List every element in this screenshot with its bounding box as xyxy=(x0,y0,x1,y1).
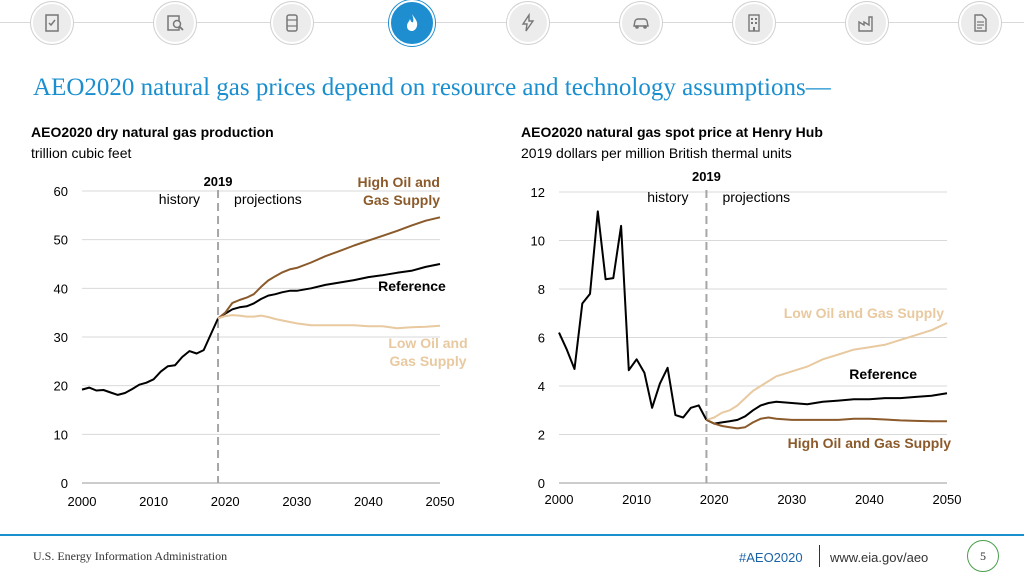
y-tick-label: 0 xyxy=(61,476,68,491)
x-tick-label: 2030 xyxy=(282,494,311,509)
factory-icon[interactable] xyxy=(846,2,888,44)
y-tick-label: 4 xyxy=(538,379,545,394)
report-icon[interactable] xyxy=(959,2,1001,44)
y-tick-label: 0 xyxy=(538,476,545,491)
x-tick-label: 2020 xyxy=(211,494,240,509)
series-line-history xyxy=(558,210,708,421)
series-line-high-oil-and-gas-supply xyxy=(217,216,441,320)
x-tick-label: 2000 xyxy=(68,494,97,509)
electricity-bolt-icon[interactable] xyxy=(507,2,549,44)
footer-agency: U.S. Energy Information Administration xyxy=(33,549,228,563)
y-tick-label: 12 xyxy=(531,185,545,200)
y-tick-label: 60 xyxy=(54,184,68,199)
footer-website-link[interactable]: www.eia.gov/aeo xyxy=(830,550,929,565)
divider-year-label: 2019 xyxy=(692,169,721,184)
projections-label: projections xyxy=(722,189,790,205)
history-label: history xyxy=(159,191,200,207)
x-tick-label: 2000 xyxy=(545,492,574,507)
natural-gas-flame-icon[interactable] xyxy=(389,0,435,46)
series-line-reference xyxy=(705,392,948,425)
y-tick-label: 8 xyxy=(538,282,545,297)
left-chart-title: AEO2020 dry natural gas production xyxy=(31,124,274,140)
series-label-low: Low Oil and xyxy=(388,335,467,351)
page-number: 5 xyxy=(967,540,999,572)
y-tick-label: 10 xyxy=(54,427,68,442)
series-label-high: High Oil and Gas Supply xyxy=(788,435,952,451)
series-label-low: Gas Supply xyxy=(389,353,466,369)
x-tick-label: 2050 xyxy=(426,494,455,509)
series-line-reference xyxy=(217,263,441,320)
y-tick-label: 6 xyxy=(538,331,545,346)
series-line-low-oil-and-gas-supply xyxy=(217,314,441,330)
y-tick-label: 20 xyxy=(54,379,68,394)
x-tick-label: 2020 xyxy=(700,492,729,507)
series-label-high: Gas Supply xyxy=(363,192,440,208)
series-line-history xyxy=(81,318,219,396)
y-tick-label: 50 xyxy=(54,233,68,248)
series-label-reference: Reference xyxy=(378,278,446,294)
y-tick-label: 30 xyxy=(54,330,68,345)
series-label-high: High Oil and xyxy=(358,174,440,190)
y-tick-label: 2 xyxy=(538,428,545,443)
series-line-high-oil-and-gas-supply xyxy=(705,416,947,430)
history-label: history xyxy=(647,189,688,205)
right-chart-subtitle: 2019 dollars per million British thermal… xyxy=(521,145,792,161)
slide-title: AEO2020 natural gas prices depend on res… xyxy=(33,74,831,101)
footer-hashtag[interactable]: #AEO2020 xyxy=(739,550,803,565)
y-tick-label: 10 xyxy=(531,234,545,249)
x-tick-label: 2040 xyxy=(354,494,383,509)
y-tick-label: 40 xyxy=(54,281,68,296)
footer-rule xyxy=(0,534,1024,536)
document-check-icon[interactable] xyxy=(31,2,73,44)
building-icon[interactable] xyxy=(733,2,775,44)
top-navigation xyxy=(0,0,1024,48)
oil-barrel-icon[interactable] xyxy=(271,2,313,44)
divider-year-label: 2019 xyxy=(204,174,233,189)
left-chart-subtitle: trillion cubic feet xyxy=(31,145,132,161)
x-tick-label: 2030 xyxy=(777,492,806,507)
x-tick-label: 2050 xyxy=(933,492,962,507)
right-chart-title: AEO2020 natural gas spot price at Henry … xyxy=(521,124,823,140)
series-line-low-oil-and-gas-supply xyxy=(706,322,948,421)
magnifier-chart-icon[interactable] xyxy=(154,2,196,44)
series-label-low: Low Oil and Gas Supply xyxy=(784,305,944,321)
x-tick-label: 2010 xyxy=(139,494,168,509)
car-icon[interactable] xyxy=(620,2,662,44)
series-label-reference: Reference xyxy=(849,366,917,382)
projections-label: projections xyxy=(234,191,302,207)
x-tick-label: 2040 xyxy=(855,492,884,507)
footer-separator xyxy=(819,545,820,567)
x-tick-label: 2010 xyxy=(622,492,651,507)
